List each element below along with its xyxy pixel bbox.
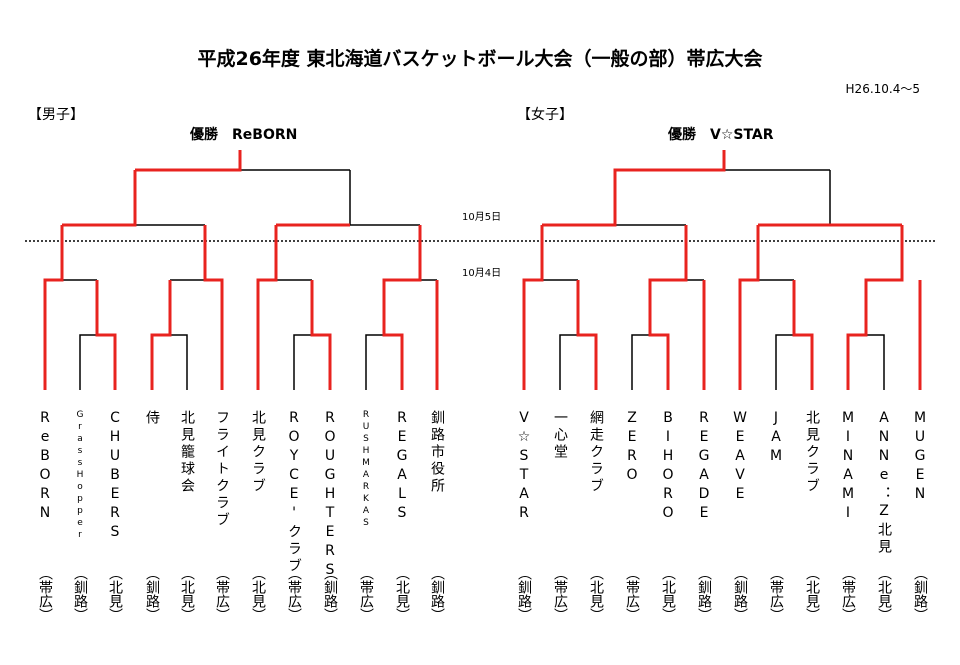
team-name: REGADE (696, 410, 712, 524)
bracket-lines (62, 169, 885, 390)
team-location: （北見） (394, 566, 410, 622)
team-name: BIHORO (660, 410, 676, 524)
team-location: （帯広） (624, 566, 640, 622)
team-name: REGALS (394, 410, 410, 524)
men-label: 【男子】 (28, 107, 84, 123)
team-location: （帯広） (37, 566, 53, 622)
team-location: （釧路） (322, 566, 338, 622)
title: 平成26年度 東北海道バスケットボール大会（一般の部）帯広大会 (197, 48, 763, 70)
team-location: （帯広） (214, 566, 230, 622)
team-location: （北見） (804, 566, 820, 622)
team-name: MINAMI (840, 410, 856, 524)
team-name: 北見クラブ (250, 410, 266, 495)
team-location: （帯広） (552, 566, 568, 622)
team-name: フライトクラブ (214, 410, 230, 529)
team-name: 網走クラブ (588, 410, 604, 495)
team-name: V☆STAR (516, 410, 532, 524)
team-name: ZERO (624, 410, 640, 486)
date: H26.10.4〜5 (845, 82, 920, 96)
winner-path (43, 150, 922, 390)
women-champion: 優勝 V☆STAR (668, 127, 774, 143)
team-name: ANNe：Z北見 (876, 410, 892, 556)
team-location: （帯広） (768, 566, 784, 622)
team-location: （帯広） (840, 566, 856, 622)
team-name: ROYCE'クラブ (286, 410, 302, 575)
team-location: （釧路） (144, 566, 160, 622)
team-name: WEAVE (732, 410, 748, 505)
team-location: （釧路） (696, 566, 712, 622)
team-location: （北見） (660, 566, 676, 622)
team-name: 釧路市役所 (429, 410, 445, 495)
team-location: （釧路） (732, 566, 748, 622)
team-name: ROUGHTERS (322, 410, 338, 581)
women-label: 【女子】 (517, 107, 573, 123)
team-name: 一心堂 (552, 410, 568, 461)
round-label: 10月4日 (462, 268, 502, 279)
men-champion: 優勝 ReBORN (190, 127, 298, 143)
team-location: （北見） (179, 566, 195, 622)
team-name: 北見籠球会 (179, 410, 195, 495)
team-location: （北見） (876, 566, 892, 622)
team-location: （釧路） (912, 566, 928, 622)
team-location: （帯広） (286, 566, 302, 622)
team-location: （北見） (107, 566, 123, 622)
team-name: RUSHMARKAS (361, 410, 371, 530)
team-location: （帯広） (358, 566, 374, 622)
team-location: （北見） (588, 566, 604, 622)
round-label: 10月5日 (462, 212, 502, 223)
team-name: 北見クラブ (804, 410, 820, 495)
team-name: MUGEN (912, 410, 928, 505)
team-name: 侍 (144, 410, 160, 427)
team-location: （釧路） (72, 566, 88, 622)
team-name: CHUBERS (107, 410, 123, 543)
team-location: （釧路） (516, 566, 532, 622)
team-name: GrassHopper (75, 410, 85, 542)
team-name: JAM (768, 410, 784, 467)
team-location: （釧路） (429, 566, 445, 622)
team-name: ReBORN (37, 410, 53, 524)
team-location: （北見） (250, 566, 266, 622)
